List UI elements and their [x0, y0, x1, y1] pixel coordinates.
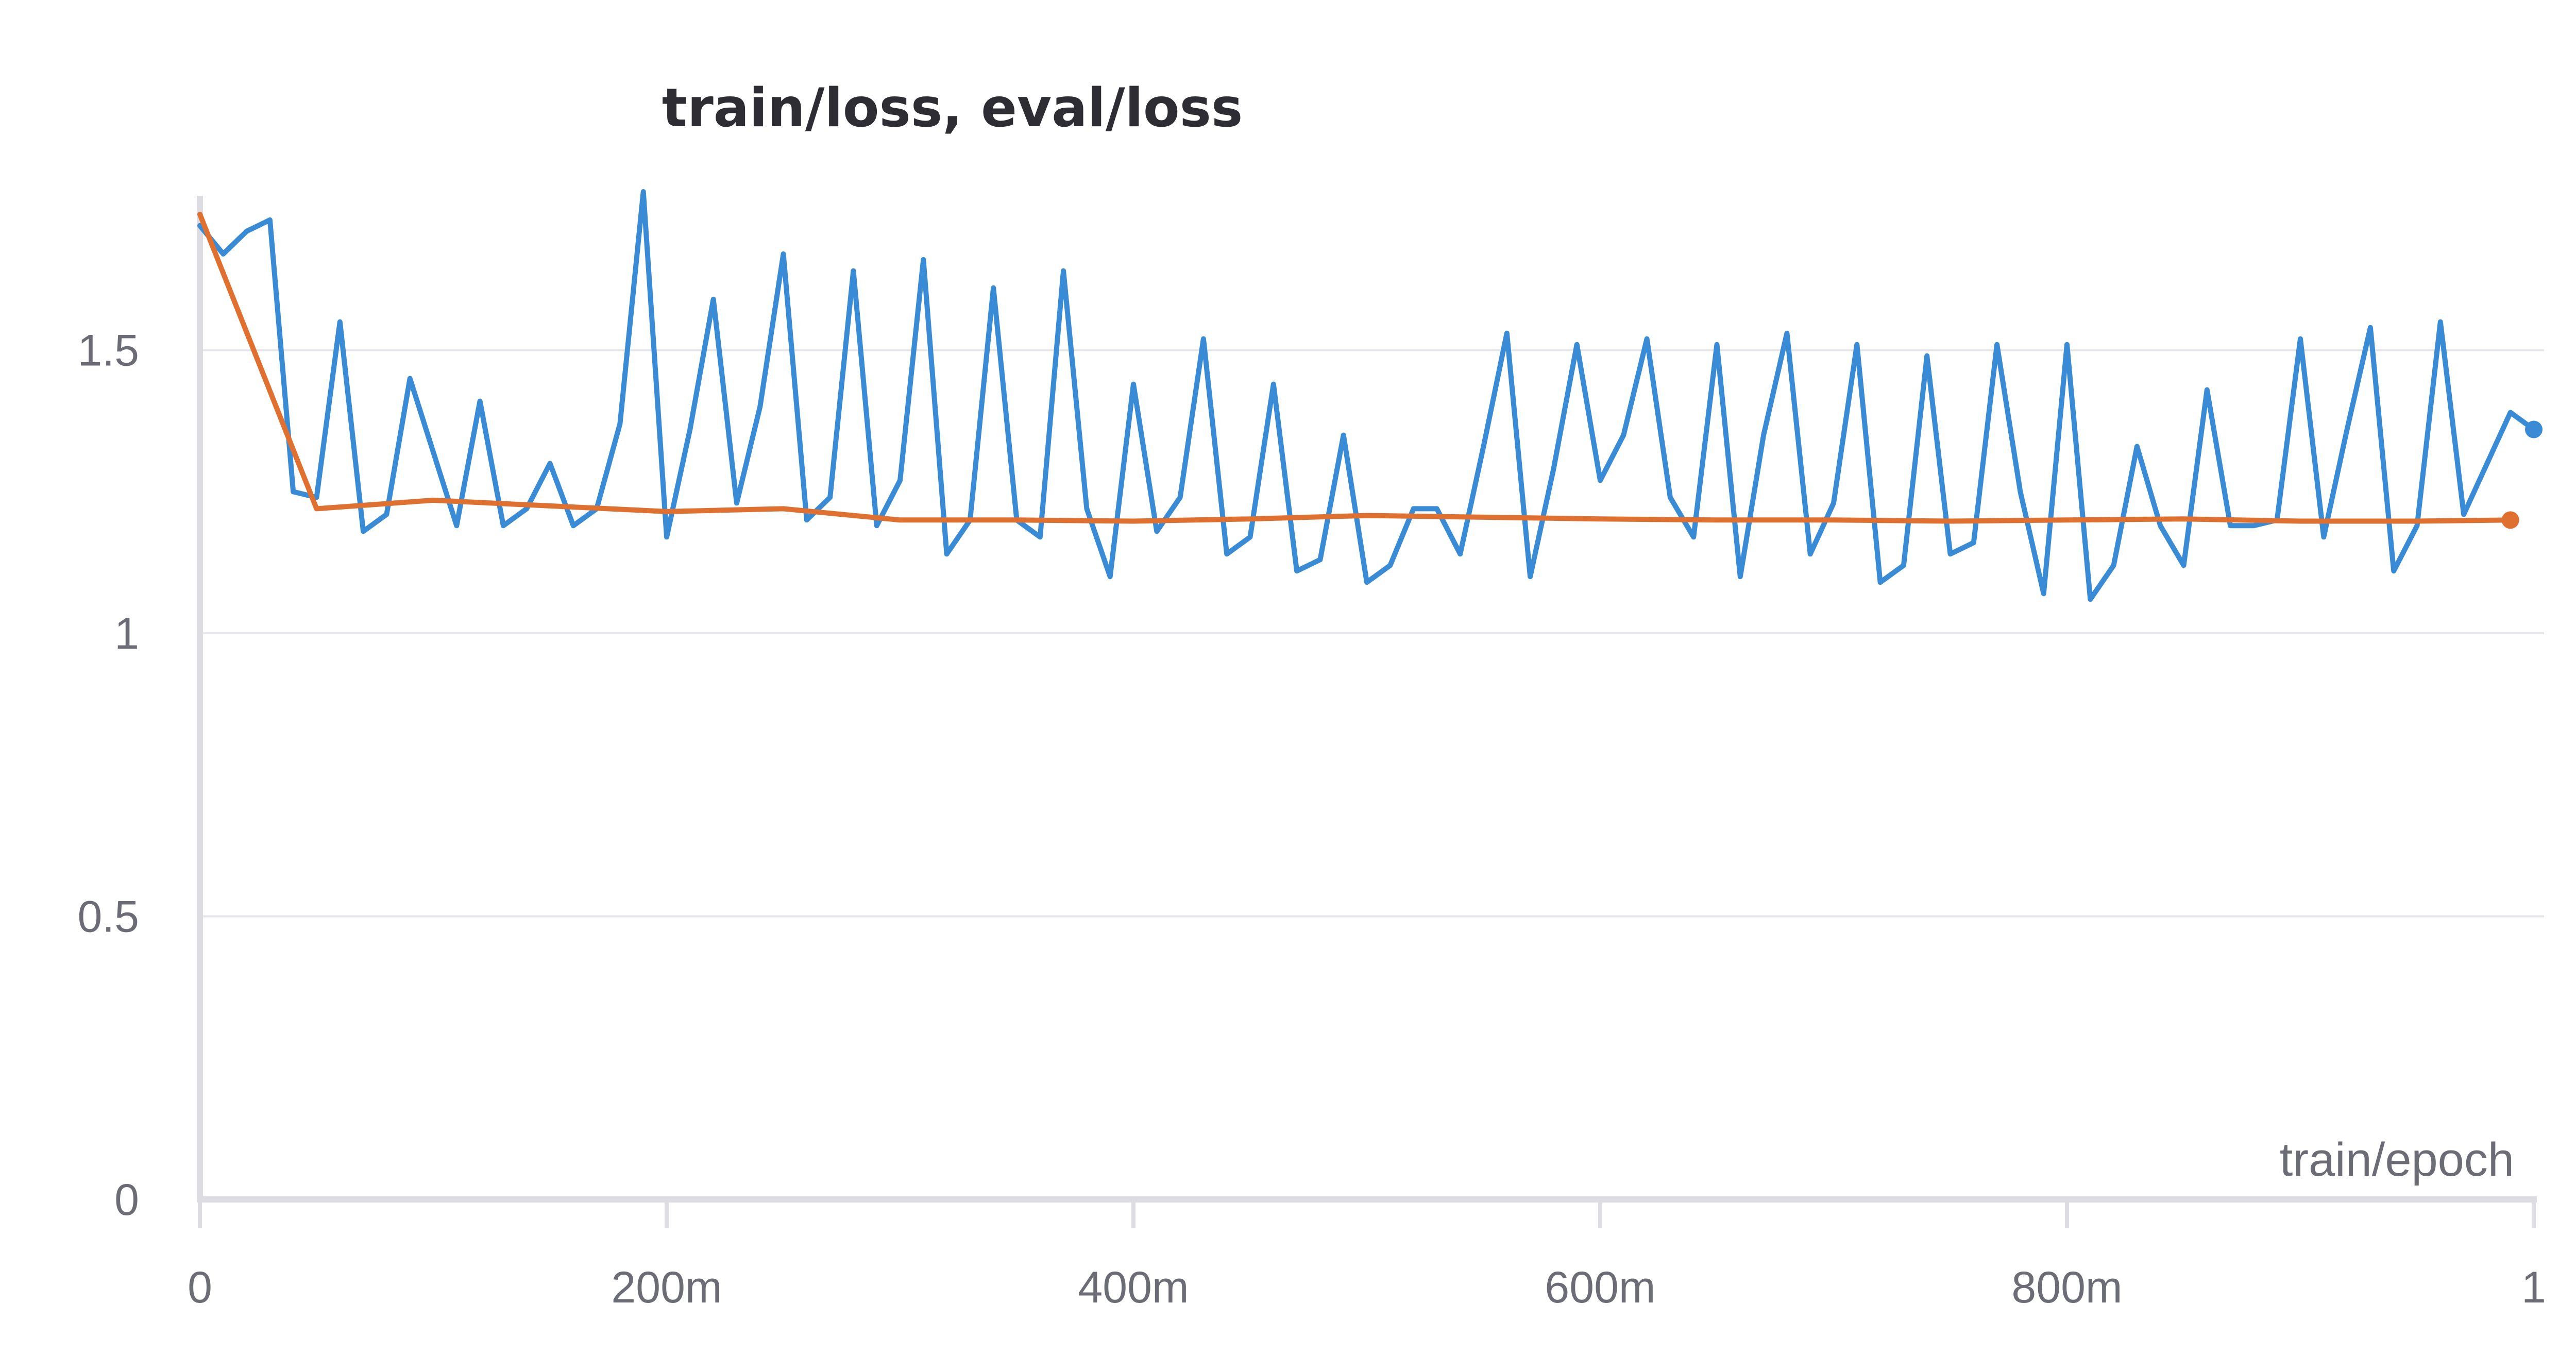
x-tick-label: 800m: [2011, 1263, 2122, 1312]
series-end-point-1: [2525, 420, 2543, 438]
y-tick-label: 1.5: [77, 326, 139, 376]
x-axis-label: train/epoch: [2280, 1133, 2514, 1186]
series-end-point-2: [2501, 511, 2519, 529]
y-tick-label: 1: [114, 609, 139, 658]
x-tick-label: 1: [2521, 1263, 2546, 1312]
chart-title: train/loss, eval/loss: [662, 77, 1243, 139]
series-line-2: [197, 212, 2513, 524]
x-tick-label: 600m: [1545, 1263, 1655, 1312]
x-tick-label: 200m: [611, 1263, 722, 1312]
y-tick-label: 0: [114, 1175, 139, 1225]
x-tick-label: 400m: [1078, 1263, 1189, 1312]
y-tick-label: 0.5: [77, 892, 139, 942]
x-tick-label: 0: [188, 1263, 212, 1312]
series-line-1: [197, 189, 2536, 602]
